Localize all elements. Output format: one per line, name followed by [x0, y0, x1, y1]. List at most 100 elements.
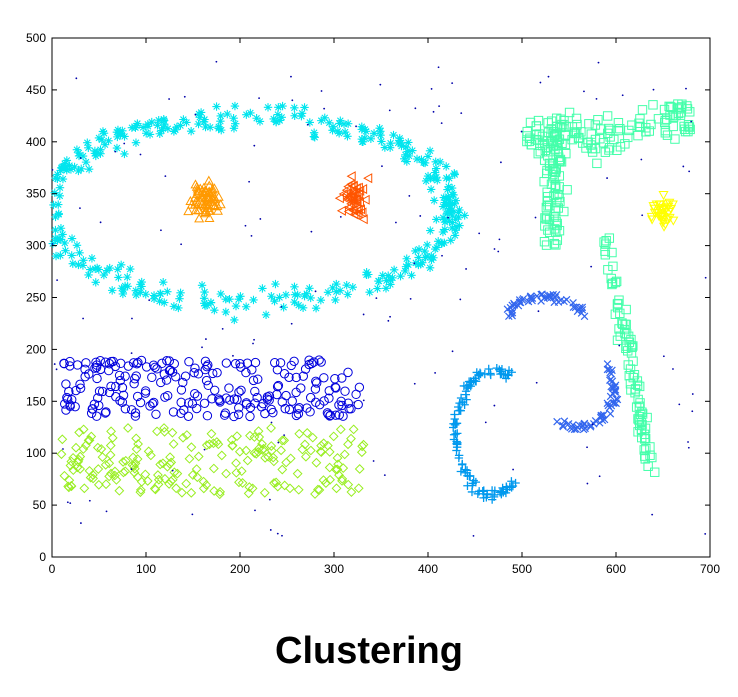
data-point [641, 443, 651, 454]
data-point [407, 271, 416, 280]
data-point [652, 88, 655, 91]
data-point [213, 439, 224, 450]
data-point [665, 110, 675, 120]
data-point [608, 261, 618, 272]
data-point [61, 379, 71, 389]
data-point [290, 103, 299, 112]
data-point [72, 241, 82, 250]
data-point [685, 107, 695, 117]
data-point [131, 444, 142, 455]
data-point [141, 129, 151, 138]
data-point [453, 438, 462, 447]
data-point [229, 394, 240, 404]
data-point [323, 107, 326, 110]
data-point [612, 335, 623, 345]
data-point [87, 404, 97, 414]
data-point [430, 88, 433, 90]
data-point [194, 113, 197, 116]
data-point [343, 439, 353, 450]
data-point [334, 129, 344, 138]
data-point [176, 397, 186, 408]
data-point [461, 465, 470, 474]
data-point [114, 370, 125, 381]
data-point [493, 404, 496, 407]
data-point [174, 303, 183, 313]
data-point [62, 166, 71, 175]
data-point [75, 248, 84, 257]
data-point [456, 467, 466, 476]
data-point [133, 357, 143, 368]
data-point [383, 474, 386, 477]
data-point [626, 341, 637, 351]
data-point [320, 113, 329, 123]
data-point [528, 294, 537, 302]
data-point [65, 361, 75, 371]
data-point [442, 162, 451, 171]
data-point [414, 253, 423, 262]
data-point [118, 289, 128, 299]
data-point [244, 224, 247, 227]
y-tick-label: 300 [26, 239, 46, 253]
data-point [639, 445, 649, 455]
data-point [456, 393, 466, 403]
data-point [51, 243, 54, 245]
data-point [413, 262, 416, 265]
data-point [53, 170, 62, 179]
data-point [551, 216, 561, 227]
data-point [82, 317, 85, 320]
page-caption: Clustering [275, 630, 463, 672]
data-point [132, 454, 143, 464]
data-point [99, 270, 109, 280]
data-point [540, 145, 550, 156]
data-point [208, 463, 219, 474]
data-point [492, 363, 502, 373]
data-point [687, 441, 689, 443]
data-point [127, 123, 137, 132]
data-point [94, 386, 105, 396]
data-point [472, 534, 475, 537]
data-point [388, 273, 397, 283]
data-point [187, 398, 198, 409]
data-point [649, 208, 660, 218]
data-point [156, 377, 166, 388]
data-point [342, 280, 351, 290]
data-point [607, 247, 617, 258]
data-point [114, 485, 125, 496]
data-point [460, 112, 463, 115]
data-point [159, 116, 169, 125]
data-point [573, 133, 584, 144]
data-point [253, 374, 263, 384]
data-point [315, 446, 326, 457]
data-point [343, 206, 353, 217]
data-point [231, 467, 242, 478]
data-point [204, 212, 215, 222]
data-point [298, 303, 308, 312]
data-point [133, 119, 142, 128]
data-point [80, 364, 90, 375]
data-point [137, 282, 146, 291]
data-point [87, 254, 97, 263]
data-point [375, 297, 378, 300]
data-point [276, 445, 286, 456]
data-point [300, 292, 309, 301]
data-point [548, 158, 559, 168]
data-point [501, 374, 511, 383]
data-point [287, 396, 297, 406]
data-point [520, 130, 523, 133]
data-point [440, 214, 450, 224]
data-point [221, 358, 232, 368]
data-point [81, 157, 91, 167]
data-point [409, 298, 412, 300]
y-tick-label: 400 [26, 135, 46, 149]
data-point [388, 109, 391, 112]
data-point [414, 245, 424, 254]
data-point [569, 421, 577, 429]
data-point [550, 298, 559, 307]
data-point [323, 288, 333, 297]
data-point [59, 358, 69, 369]
data-point [210, 385, 220, 395]
data-point [294, 300, 303, 310]
data-point [414, 260, 423, 270]
data-point [120, 404, 131, 414]
data-point [214, 122, 223, 131]
